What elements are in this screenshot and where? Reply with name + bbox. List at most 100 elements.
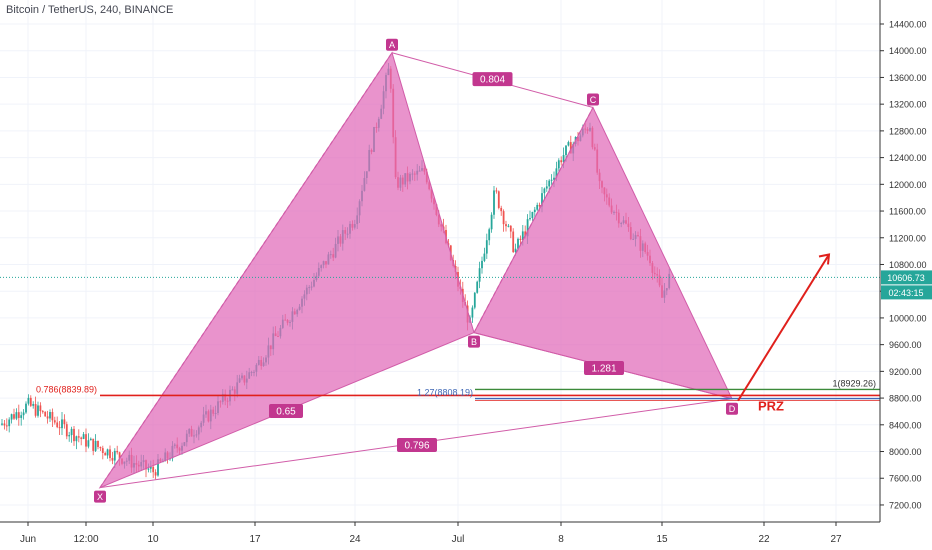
candle-body [10, 414, 13, 420]
pattern-point-X: X [97, 492, 103, 502]
candle-body [550, 179, 553, 181]
candle-body [25, 403, 27, 413]
candle-body [562, 155, 565, 163]
price-tick-label: 14400.00 [889, 20, 927, 30]
candle-body [75, 436, 78, 442]
candle-body [113, 450, 116, 461]
candle-body [65, 424, 68, 437]
candle-body [555, 168, 558, 178]
price-tick-label: 12400.00 [889, 153, 927, 163]
candle-body [49, 412, 51, 419]
candle-body [548, 180, 551, 187]
candle-body [543, 188, 546, 194]
candle-body [536, 204, 539, 210]
candle-body [80, 437, 83, 439]
pattern-point-B-bg [468, 335, 480, 348]
price-tick-label: 10800.00 [889, 260, 927, 270]
candle-body [567, 142, 570, 146]
time-tick-label: Jul [452, 534, 465, 545]
candle-body [92, 438, 95, 451]
time-tick-label: 27 [830, 534, 842, 545]
candle-body [44, 411, 47, 417]
candle-body [509, 225, 512, 232]
time-tick-label: Jun [20, 534, 36, 545]
prz-label: PRZ [758, 399, 784, 414]
ratio-label-bg [269, 404, 303, 418]
candle-body [85, 434, 87, 447]
countdown-tag [881, 285, 932, 300]
time-tick-label: 22 [758, 534, 770, 545]
candle-body [488, 229, 491, 241]
candle-body [34, 404, 37, 416]
time-tick-label: 17 [249, 534, 261, 545]
candle-body [58, 427, 61, 429]
candle-body [63, 419, 66, 425]
candle-body [553, 177, 555, 180]
candle-body [39, 405, 42, 412]
candle-body [493, 190, 495, 215]
candle-body [101, 448, 104, 454]
candle-body [51, 412, 54, 421]
ratio-label-bg [472, 72, 513, 87]
candle-body [526, 219, 529, 237]
countdown-value: 02:43:15 [888, 288, 923, 298]
candle-body [524, 231, 527, 237]
candle-body [154, 472, 157, 476]
candle-body [13, 414, 15, 419]
price-tick-label: 7600.00 [889, 474, 922, 484]
candle-body [77, 436, 80, 438]
ratio-label: 0.804 [480, 75, 505, 86]
candle-body [104, 453, 107, 456]
candle-body [8, 419, 11, 427]
level-label-0786: 0.786(8839.89) [36, 384, 97, 394]
price-tick-label: 14000.00 [889, 46, 927, 56]
pattern-triangle-xab [98, 51, 475, 489]
level-label-127: 1.27(8808.19) [417, 388, 473, 398]
current-price-value: 10606.73 [887, 273, 925, 283]
projection-arrow-line [737, 253, 830, 402]
candle-body [15, 412, 18, 419]
price-tick-label: 11200.00 [889, 233, 926, 243]
time-tick-label: 8 [558, 534, 564, 545]
pattern-point-D: D [729, 404, 736, 414]
price-tick-label: 12800.00 [889, 126, 927, 136]
candle-body [565, 145, 567, 156]
symbol-title: Bitcoin / TetherUS, 240, BINANCE [6, 4, 174, 16]
candle-body [490, 214, 493, 230]
candle-body [560, 160, 563, 163]
candle-body [512, 231, 515, 253]
time-tick-label: 15 [656, 534, 668, 545]
time-tick-label: 10 [147, 534, 159, 545]
candle-body [94, 440, 97, 451]
candle-body [20, 415, 23, 418]
candle-body [157, 459, 159, 476]
candle-body [70, 428, 73, 436]
candle-body [495, 190, 498, 192]
pattern-dash-bc [473, 107, 594, 333]
ratio-label: 1.281 [591, 364, 616, 375]
pattern-point-C-bg [587, 93, 599, 106]
pattern-point-X-bg [94, 490, 106, 503]
candle-body [152, 466, 155, 473]
candle-body [106, 449, 109, 456]
pattern-point-C: C [590, 95, 597, 105]
candle-body [485, 240, 488, 254]
pattern-dash-xa [99, 52, 393, 488]
time-axis-bg [0, 522, 932, 550]
candle-body [517, 238, 519, 249]
candle-body [22, 412, 25, 416]
candle-body [531, 212, 534, 219]
price-tick-label: 10000.00 [889, 313, 927, 323]
candle-body [147, 468, 150, 470]
candle-body [505, 224, 507, 227]
price-tick-label: 12000.00 [889, 180, 927, 190]
candle-body [61, 419, 63, 429]
candle-body [538, 204, 541, 207]
candle-body [471, 307, 474, 318]
ratio-label: 0.65 [276, 407, 296, 418]
candle-body [87, 440, 90, 447]
candle-body [500, 207, 503, 212]
candle-body [17, 412, 20, 418]
